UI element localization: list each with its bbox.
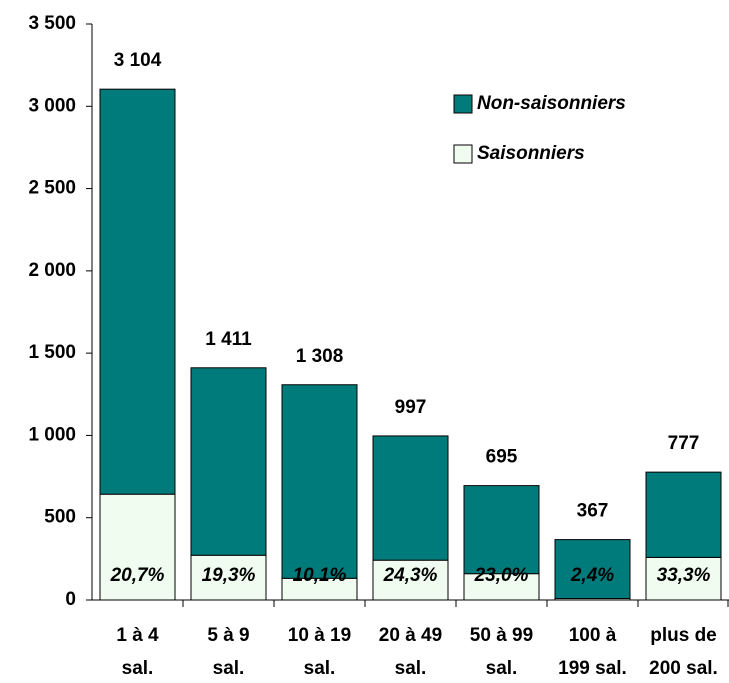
bar-segment xyxy=(645,471,722,558)
legend-label: Non-saisonniers xyxy=(477,93,626,114)
y-tick-label: 2 500 xyxy=(28,178,76,199)
y-tick-label: 500 xyxy=(44,507,76,528)
x-tick-label: 20 à 49 xyxy=(379,625,442,646)
share-label: 20,7% xyxy=(110,565,165,586)
bar-segment xyxy=(281,384,358,579)
total-label: 695 xyxy=(486,447,518,468)
y-tick-label: 1 500 xyxy=(28,342,76,363)
share-label: 33,3% xyxy=(657,565,711,586)
legend-swatch xyxy=(453,144,473,164)
x-tick-label: 100 à xyxy=(569,625,617,646)
legend-swatch xyxy=(453,94,473,114)
x-tick-label: sal. xyxy=(304,658,336,679)
bar-segment xyxy=(190,554,267,601)
y-tick-label: 2 000 xyxy=(28,260,76,281)
share-label: 19,3% xyxy=(202,565,256,586)
total-label: 367 xyxy=(577,501,609,522)
legend-label: Saisonniers xyxy=(477,143,585,164)
y-tick-label: 0 xyxy=(65,589,76,610)
x-tick-label: 50 à 99 xyxy=(470,625,533,646)
y-tick-label: 3 000 xyxy=(28,95,76,116)
x-tick-label: sal. xyxy=(213,658,245,679)
bar-segment xyxy=(99,88,176,495)
bar-segment xyxy=(190,367,267,556)
x-tick-label: 5 à 9 xyxy=(207,625,249,646)
share-label: 23,0% xyxy=(474,565,529,586)
x-tick-label: sal. xyxy=(486,658,518,679)
x-tick-label: 1 à 4 xyxy=(116,625,159,646)
share-label: 24,3% xyxy=(383,565,438,586)
bar-segment xyxy=(554,539,631,600)
bar-segment xyxy=(463,573,540,601)
total-label: 777 xyxy=(668,433,700,454)
x-tick-label: 200 sal. xyxy=(649,658,718,679)
y-tick-label: 3 500 xyxy=(28,13,76,34)
total-label: 997 xyxy=(395,397,427,418)
bar-segment xyxy=(372,435,449,561)
total-label: 3 104 xyxy=(114,50,162,71)
x-tick-label: plus de xyxy=(650,625,717,646)
x-tick-label: sal. xyxy=(122,658,154,679)
x-tick-label: 10 à 19 xyxy=(288,625,351,646)
y-tick-label: 1 000 xyxy=(28,424,76,445)
share-label: 10,1% xyxy=(293,565,347,586)
total-label: 1 411 xyxy=(205,329,252,350)
bar-segment xyxy=(463,485,540,575)
x-tick-label: sal. xyxy=(395,658,427,679)
share-label: 2,4% xyxy=(570,565,614,586)
x-tick-label: 199 sal. xyxy=(558,658,627,679)
bar-segment xyxy=(372,559,449,601)
total-label: 1 308 xyxy=(296,346,344,367)
